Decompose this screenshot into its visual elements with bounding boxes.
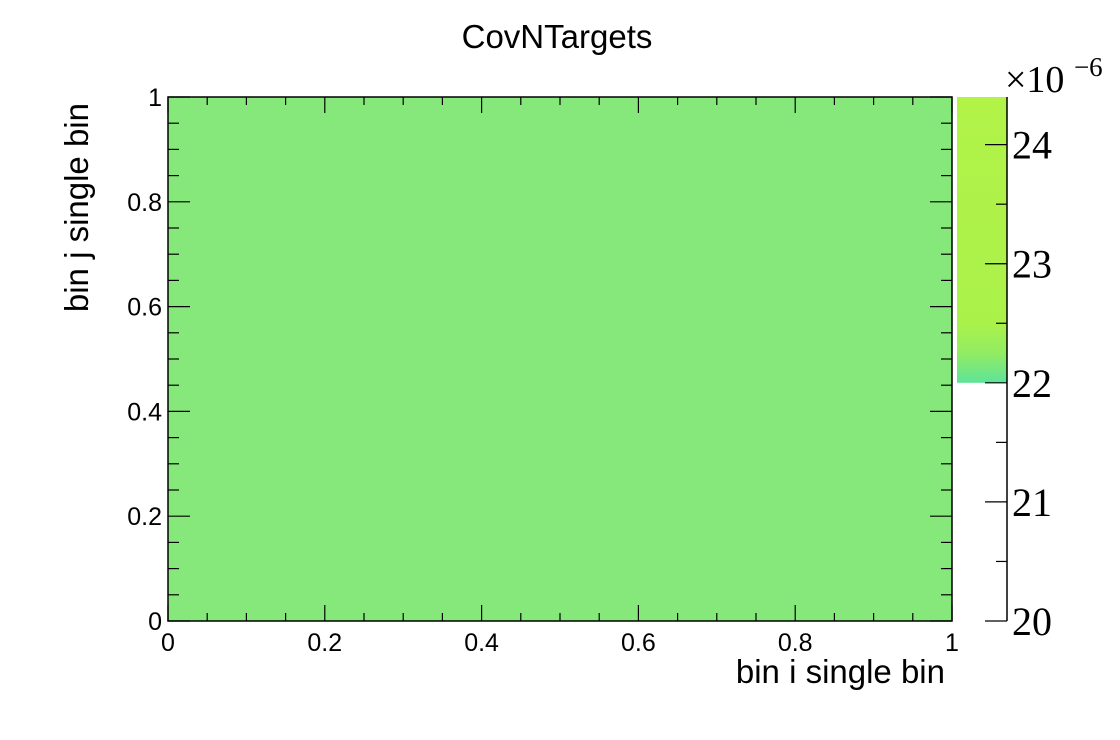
y-tick-label: 0 <box>148 608 162 636</box>
y-axis: 0 0.2 0.4 0.6 0.8 1 <box>127 84 952 636</box>
colorbar-ticks: 20 21 22 23 24 <box>985 123 1052 644</box>
y-axis-label: bin j single bin <box>58 103 95 312</box>
x-tick-label: 0.8 <box>778 629 813 657</box>
x-tick-label: 1 <box>945 629 959 657</box>
y-tick-label: 0.6 <box>127 294 162 322</box>
colorbar-multiplier-base: ×10 <box>1005 59 1064 101</box>
y-tick-label: 1 <box>148 84 162 112</box>
colorbar-multiplier: ×10 −6 <box>1005 52 1103 101</box>
chart-title: CovNTargets <box>462 18 653 55</box>
colorbar-tick-label: 22 <box>1012 361 1052 406</box>
x-tick-label: 0.6 <box>621 629 656 657</box>
heatmap-cells <box>168 97 952 621</box>
y-tick-label: 0.8 <box>127 189 162 217</box>
colorbar: 20 21 22 23 24 ×10 −6 <box>957 52 1103 644</box>
heatmap-cell-0 <box>168 97 952 621</box>
x-tick-label: 0.2 <box>307 629 342 657</box>
colorbar-fill <box>957 97 1007 383</box>
colorbar-multiplier-exponent: −6 <box>1074 52 1103 82</box>
x-axis-label: bin i single bin <box>736 653 945 690</box>
y-tick-label: 0.2 <box>127 503 162 531</box>
colorbar-tick-label: 24 <box>1012 123 1052 168</box>
x-tick-label: 0.4 <box>464 629 499 657</box>
colorbar-tick-label: 23 <box>1012 242 1052 287</box>
y-tick-label: 0.4 <box>127 398 162 426</box>
colorbar-tick-label: 20 <box>1012 599 1052 644</box>
x-tick-label: 0 <box>161 629 175 657</box>
colorbar-tick-label: 21 <box>1012 480 1052 525</box>
x-axis: 0 0.2 0.4 0.6 0.8 1 <box>161 97 959 657</box>
